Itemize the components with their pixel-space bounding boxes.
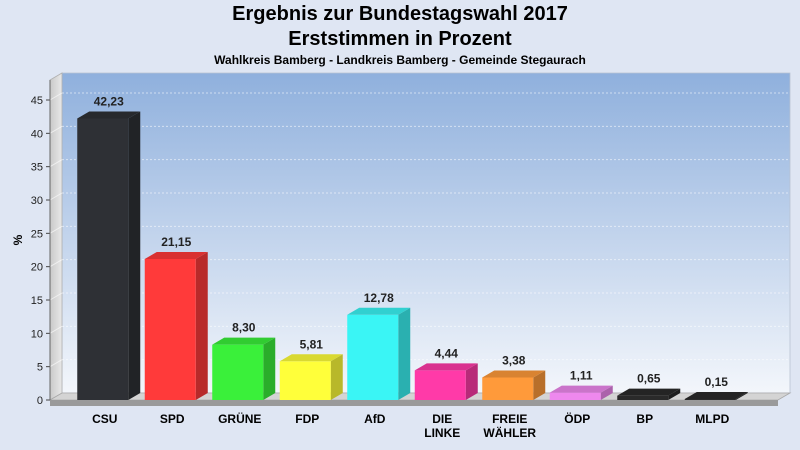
x-tick-label: AfD — [364, 412, 386, 426]
bar-side — [600, 385, 613, 400]
data-label: 21,15 — [161, 235, 191, 249]
chart-subtitle: Erststimmen in Prozent — [288, 28, 512, 50]
bar — [414, 370, 466, 400]
bar-top — [212, 337, 276, 345]
y-tick-label: 35 — [31, 162, 43, 174]
chart-subtitle-location: Wahlkreis Bamberg - Landkreis Bamberg - … — [214, 53, 586, 67]
floor-front-edge — [50, 400, 778, 406]
gridline-side — [49, 359, 63, 368]
bar-top — [347, 307, 411, 315]
y-tick-label: 25 — [31, 228, 43, 240]
data-label: 0,65 — [637, 372, 661, 386]
gridline-side — [49, 159, 63, 168]
y-tick-label: 45 — [31, 95, 43, 107]
gridline-side — [49, 325, 63, 334]
chart-title: Ergebnis zur Bundestagswahl 2017 — [232, 3, 568, 25]
x-tick-label: MLPD — [695, 412, 729, 426]
bar-top — [482, 370, 546, 378]
x-tick-label: FDP — [295, 412, 319, 426]
bar-side — [533, 370, 546, 400]
bar — [482, 377, 534, 400]
x-tick-label: LINKE — [424, 426, 460, 440]
bar-side — [263, 337, 276, 400]
gridline-side — [49, 192, 63, 201]
bar-side — [128, 111, 141, 400]
y-tick-label: 20 — [31, 262, 43, 274]
bar-side — [330, 354, 343, 400]
bar-top — [279, 354, 343, 362]
y-tick-label: 10 — [31, 328, 43, 340]
bar-side — [398, 307, 411, 400]
x-tick-label: DIE — [432, 412, 452, 426]
bar — [144, 259, 196, 400]
bar-side — [735, 392, 748, 400]
gridline-side — [49, 125, 63, 134]
bar-top — [617, 388, 681, 396]
y-tick-label: 40 — [31, 128, 43, 140]
bar — [617, 395, 669, 400]
gridline-side — [49, 225, 63, 234]
x-tick-label: SPD — [160, 412, 185, 426]
x-tick-label: ÖDP — [564, 411, 590, 426]
gridline-side — [49, 259, 63, 268]
plot-side-wall — [49, 72, 63, 401]
bar-top — [549, 385, 613, 393]
bar-top — [684, 392, 748, 399]
bar — [77, 118, 129, 400]
x-tick-label: WÄHLER — [483, 425, 536, 440]
data-label: 8,30 — [232, 321, 256, 335]
x-tick-label: GRÜNE — [218, 411, 261, 426]
bar-side — [465, 363, 478, 400]
bar — [347, 314, 399, 400]
x-tick-label: CSU — [92, 412, 117, 426]
y-tick-label: 5 — [37, 362, 43, 374]
bar — [279, 361, 331, 400]
y-tick-label: 30 — [31, 195, 43, 207]
bar-top — [144, 252, 208, 259]
gridline-side — [49, 292, 63, 301]
data-label: 3,38 — [502, 353, 526, 367]
x-tick-label: FREIE — [492, 412, 527, 426]
bar — [212, 344, 264, 400]
y-tick-label: 0 — [37, 395, 43, 407]
data-label: 5,81 — [300, 337, 324, 351]
y-tick-label: 15 — [31, 295, 43, 307]
bar-side — [668, 388, 681, 400]
data-label: 42,23 — [94, 94, 124, 108]
data-label: 4,44 — [435, 346, 459, 360]
data-label: 0,15 — [705, 375, 729, 389]
gridline-side — [49, 92, 63, 101]
bar — [684, 399, 736, 400]
bar-top — [77, 111, 141, 119]
y-axis-label: % — [11, 234, 25, 245]
bar — [549, 392, 601, 400]
bar-side — [195, 252, 208, 400]
data-label: 1,11 — [570, 369, 593, 383]
bar-top — [414, 363, 478, 371]
x-tick-label: BP — [636, 412, 653, 426]
data-label: 12,78 — [364, 291, 394, 305]
